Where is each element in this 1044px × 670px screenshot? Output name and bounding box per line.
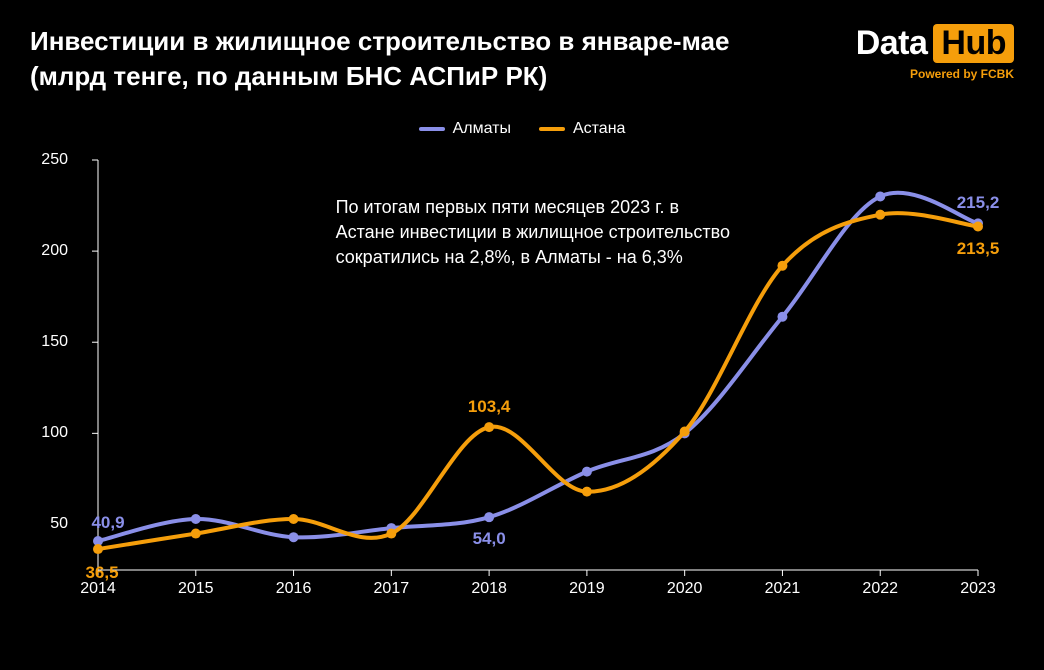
x-axis-label: 2017 xyxy=(374,570,410,598)
x-axis-label: 2018 xyxy=(471,570,507,598)
series-marker xyxy=(777,261,787,271)
legend: Алматы Астана xyxy=(0,120,1044,138)
series-marker xyxy=(875,191,885,201)
y-axis-label: 250 xyxy=(41,151,78,169)
y-axis-label: 50 xyxy=(50,515,78,533)
legend-label: Астана xyxy=(573,120,625,138)
series-marker xyxy=(289,514,299,524)
y-axis-label: 200 xyxy=(41,242,78,260)
series-marker xyxy=(386,529,396,539)
legend-swatch xyxy=(539,127,565,131)
data-label: 213,5 xyxy=(957,239,1000,259)
series-marker xyxy=(582,467,592,477)
legend-swatch xyxy=(419,127,445,131)
data-label: 36,5 xyxy=(85,563,118,583)
logo: Data Hub Powered by FCBK xyxy=(856,24,1014,81)
data-label: 215,2 xyxy=(957,193,1000,213)
data-label: 54,0 xyxy=(473,529,506,549)
legend-label: Алматы xyxy=(453,120,511,138)
series-marker xyxy=(289,532,299,542)
logo-left: Data xyxy=(856,24,928,63)
data-label: 40,9 xyxy=(91,513,124,533)
header: Инвестиции в жилищное строительство в ян… xyxy=(30,24,1014,94)
x-axis-label: 2022 xyxy=(862,570,898,598)
series-marker xyxy=(973,222,983,232)
x-axis-label: 2021 xyxy=(765,570,801,598)
series-marker xyxy=(484,512,494,522)
logo-subtitle: Powered by FCBK xyxy=(910,67,1014,81)
y-axis-label: 150 xyxy=(41,333,78,351)
series-marker xyxy=(777,312,787,322)
logo-right: Hub xyxy=(933,24,1014,63)
series-marker xyxy=(191,514,201,524)
annotation-text: По итогам первых пяти месяцев 2023 г. в … xyxy=(336,195,736,271)
x-axis-label: 2019 xyxy=(569,570,605,598)
y-axis-label: 100 xyxy=(41,424,78,442)
x-axis-label: 2020 xyxy=(667,570,703,598)
series-marker xyxy=(484,422,494,432)
chart-area: 5010015020025020142015201620172018201920… xyxy=(78,150,998,600)
x-axis-label: 2016 xyxy=(276,570,312,598)
series-marker xyxy=(93,544,103,554)
series-marker xyxy=(582,487,592,497)
chart-title: Инвестиции в жилищное строительство в ян… xyxy=(30,24,729,94)
title-line-2: (млрд тенге, по данным БНС АСПиР РК) xyxy=(30,59,729,94)
legend-item: Астана xyxy=(539,120,625,138)
series-marker xyxy=(191,529,201,539)
data-label: 103,4 xyxy=(468,397,511,417)
title-line-1: Инвестиции в жилищное строительство в ян… xyxy=(30,24,729,59)
x-axis-label: 2023 xyxy=(960,570,996,598)
series-marker xyxy=(680,427,690,437)
series-marker xyxy=(875,210,885,220)
legend-item: Алматы xyxy=(419,120,511,138)
x-axis-label: 2015 xyxy=(178,570,214,598)
